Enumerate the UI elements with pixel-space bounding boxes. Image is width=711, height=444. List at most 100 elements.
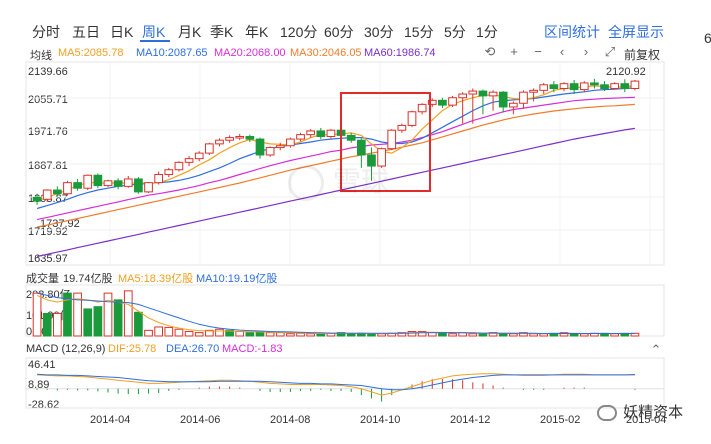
candle-body [508, 102, 518, 108]
volume-bar [630, 332, 640, 337]
minus-icon[interactable]: − [534, 44, 542, 59]
candle-body [255, 138, 265, 156]
tab-intraday[interactable]: 分时 [32, 24, 60, 40]
tab-120min[interactable]: 120分 [280, 24, 318, 40]
x-tick: 2014-10 [360, 414, 401, 426]
ma20-value: MA20:2068.00 [214, 47, 286, 59]
volume-ma5: MA5:18.39亿股 [118, 273, 194, 285]
volume-bar [275, 332, 285, 337]
interval-stats-link[interactable]: 区间统计 [544, 24, 600, 40]
candle-body [630, 80, 640, 89]
price-tick: 2055.71 [28, 94, 68, 106]
adjust-select[interactable]: 前复权 [624, 48, 661, 62]
volume-bar [103, 292, 113, 337]
tab-yearly-k[interactable]: 年K [245, 24, 269, 40]
candle-body [549, 84, 559, 89]
macd-tick: 8.89 [28, 379, 50, 391]
candle-body [63, 182, 72, 195]
right-arrow-icon[interactable]: › [583, 44, 589, 59]
volume-bar [306, 333, 316, 337]
volume-bar [134, 311, 143, 337]
ma60-line [36, 127, 635, 258]
volume-bar [610, 333, 620, 337]
x-tick: 2015-04 [626, 414, 667, 426]
candle-body [579, 82, 589, 91]
volume-bar [63, 292, 72, 337]
candle-body [164, 169, 174, 176]
volume-bar [225, 329, 234, 337]
candle-body [194, 152, 204, 160]
volume-bar [42, 312, 52, 337]
volume-bar [73, 292, 82, 337]
plus-icon[interactable]: + [510, 44, 518, 59]
macd-legend: MACD (12,26,9) DIF:25.78 DEA:26.70 MACD:… [0, 342, 668, 358]
candle-body [275, 145, 285, 149]
volume-bar [539, 333, 549, 337]
candle-body [438, 99, 447, 106]
active-tab-underline [140, 40, 170, 42]
candle-body [245, 135, 255, 140]
volume-bar [286, 333, 295, 337]
volume-ma10-line [36, 292, 635, 334]
candle-body [519, 91, 528, 104]
tab-5min[interactable]: 5分 [444, 24, 466, 40]
ma30-value: MA30:2046.05 [290, 47, 362, 59]
volume-bar [52, 312, 62, 337]
fullscreen-icon[interactable]: ⤢ [604, 44, 616, 59]
tab-daily-k[interactable]: 日K [110, 24, 134, 40]
ma30-line [36, 103, 635, 228]
tab-15min[interactable]: 15分 [404, 24, 434, 40]
candle-body [42, 189, 52, 200]
highlight-box [340, 92, 431, 192]
volume-bar [519, 332, 528, 337]
candle-body [83, 174, 93, 189]
left-arrow-icon[interactable]: ‹ [559, 44, 565, 59]
volume-bar [93, 306, 103, 337]
candle-body [498, 91, 508, 108]
x-tick: 2014-12 [450, 414, 491, 426]
tab-weekly-k[interactable]: 周K [142, 24, 166, 40]
period-tabs: 分时 五日 日K 周K 月K 季K 年K 120分 60分 30分 15分 5分… [0, 0, 668, 44]
candle-body [265, 147, 275, 156]
ma-legend-label: 均线 [30, 50, 52, 62]
x-tick: 2014-04 [90, 414, 131, 426]
undo-icon[interactable]: ⟲ [484, 44, 496, 59]
candle-body [326, 129, 336, 137]
candle-body [377, 148, 386, 167]
candle-body [427, 99, 437, 105]
volume-bar [407, 330, 417, 337]
volume-ma10: MA10:19.19亿股 [196, 273, 278, 285]
candle-body [478, 90, 488, 97]
volume-bar [265, 332, 275, 337]
candle-body [600, 84, 609, 89]
tab-five-day[interactable]: 五日 [72, 24, 100, 40]
xueqiu-watermark: 雪球 [288, 160, 389, 201]
high-annotation: 2120.92 [606, 66, 646, 78]
candle-body [123, 178, 133, 187]
candle-body [73, 182, 82, 189]
tab-quarterly-k[interactable]: 季K [210, 24, 234, 40]
volume-bar [144, 329, 153, 337]
candle-body [620, 83, 630, 89]
edge-fragment: 6 [704, 30, 711, 46]
candle-body [113, 180, 123, 187]
candle-body [468, 90, 478, 95]
candle-body [397, 124, 407, 131]
fullscreen-link[interactable]: 全屏显示 [608, 24, 664, 40]
tab-30min[interactable]: 30分 [364, 24, 394, 40]
xueqiu-logo-icon [288, 165, 324, 201]
ma10-value: MA10:2087.65 [136, 47, 208, 59]
price-tick: 1887.81 [28, 160, 68, 172]
tab-60min[interactable]: 60分 [324, 24, 354, 40]
candle-body [539, 84, 549, 91]
collapse-icon[interactable]: ⌃ [650, 342, 662, 357]
price-tick: 2139.66 [28, 66, 68, 78]
tab-monthly-k[interactable]: 月K [178, 24, 202, 40]
candle-body [286, 138, 295, 147]
low-annotation: 1737.92 [40, 218, 80, 230]
candle-body [316, 130, 326, 137]
macd-value: MACD:-1.83 [222, 343, 283, 355]
tab-1min[interactable]: 1分 [476, 24, 498, 40]
macd-dea-line [37, 373, 635, 391]
